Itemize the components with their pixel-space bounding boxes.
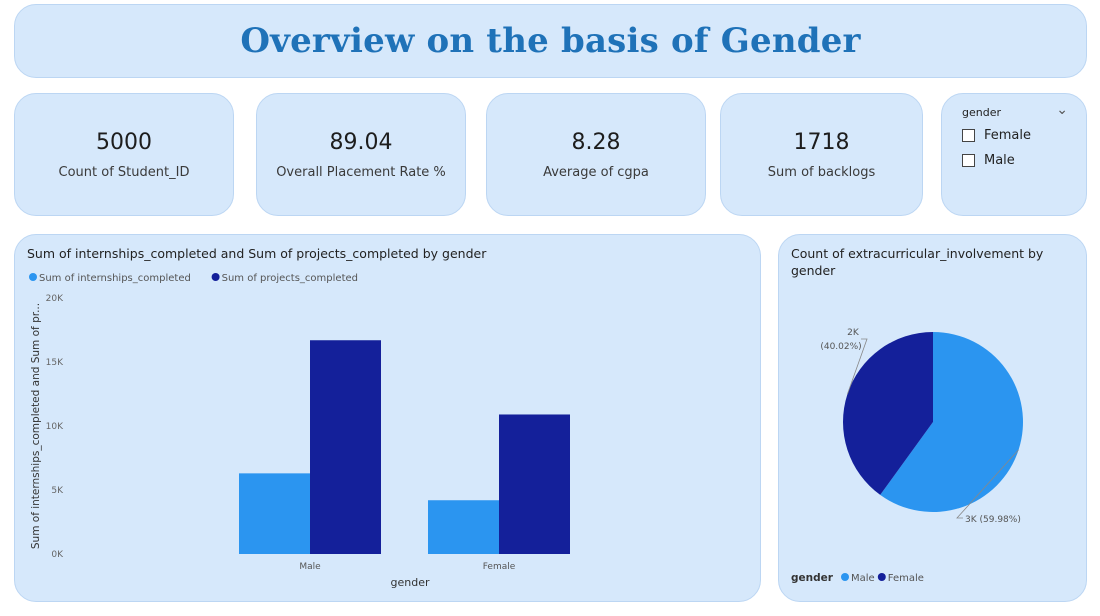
pie-title-line2: gender — [791, 263, 836, 278]
bar-male-1 — [310, 340, 381, 554]
slicer-title: gender — [962, 106, 1001, 119]
pie-title-line1: Count of extracurricular_involvement by — [791, 246, 1044, 261]
slicer-option-male[interactable]: Male — [962, 153, 1015, 168]
kpi-label: Sum of backlogs — [767, 164, 876, 180]
y-tick-label: 10K — [46, 422, 64, 432]
bar-chart-title: Sum of internships_completed and Sum of … — [27, 246, 487, 261]
pie-chart-title: Count of extracurricular_involvement by … — [791, 245, 1043, 279]
bar-chart-card[interactable]: Sum of internships_completed and Sum of … — [14, 234, 761, 602]
pie-legend-title: gender — [791, 572, 834, 584]
bar-chart: Sum of internships_completed Sum of proje… — [29, 273, 570, 589]
leader-line-female — [847, 338, 868, 395]
kpi-value: 89.04 — [329, 129, 393, 155]
y-tick-label: 5K — [51, 486, 64, 496]
bar-male-0 — [239, 473, 310, 554]
kpi-card-placement-rate[interactable]: 89.04 Overall Placement Rate % — [256, 93, 466, 216]
bar-female-0 — [428, 500, 499, 554]
kpi-value: 5000 — [96, 129, 152, 155]
slicer-option-label: Male — [984, 153, 1015, 168]
pie-legend-label-1: Female — [888, 573, 924, 584]
pie-legend-marker-0 — [841, 573, 849, 581]
slicer-option-female[interactable]: Female — [962, 128, 1031, 143]
legend-marker-0 — [29, 273, 37, 281]
x-axis-label: gender — [391, 576, 430, 589]
kpi-label: Average of cgpa — [543, 164, 649, 180]
y-tick-label: 20K — [46, 294, 64, 304]
kpi-label: Count of Student_ID — [58, 164, 190, 180]
kpi-card-student-count[interactable]: 5000 Count of Student_ID — [14, 93, 234, 216]
legend-label-1: Sum of projects_completed — [222, 273, 358, 284]
x-tick-label: Female — [483, 562, 516, 572]
checkbox-female[interactable] — [962, 129, 975, 142]
pie-legend-label-0: Male — [851, 573, 875, 584]
gender-slicer: gender ⌄ Female Male — [941, 93, 1087, 216]
pie-chart-card[interactable]: Count of extracurricular_involvement by … — [778, 234, 1087, 602]
legend-marker-1 — [211, 273, 220, 281]
title-card: Overview on the basis of Gender — [14, 4, 1087, 78]
chevron-down-icon[interactable]: ⌄ — [1056, 102, 1068, 118]
page-title: Overview on the basis of Gender — [240, 21, 861, 61]
kpi-card-backlogs[interactable]: 1718 Sum of backlogs — [720, 93, 923, 216]
x-tick-label: Male — [299, 562, 321, 572]
legend-label-0: Sum of internships_completed — [39, 273, 191, 284]
pie-chart: 3K (59.98%) 2K (40.02%) gender Male Female — [791, 328, 1023, 584]
slicer-option-label: Female — [984, 128, 1032, 143]
y-tick-label: 15K — [46, 358, 64, 368]
y-tick-label: 0K — [51, 550, 64, 560]
data-label-female-pct: (40.02%) — [820, 342, 861, 352]
kpi-card-average-cgpa[interactable]: 8.28 Average of cgpa — [486, 93, 706, 216]
pie-slice-female — [843, 332, 933, 495]
y-axis-label: Sum of internships_completed and Sum of … — [30, 303, 42, 549]
data-label-male: 3K (59.98%) — [965, 515, 1021, 525]
pie-legend-marker-1 — [877, 573, 886, 581]
kpi-label: Overall Placement Rate % — [276, 164, 446, 180]
leader-line-male — [956, 449, 1019, 519]
data-label-female-value: 2K — [847, 328, 860, 338]
bar-female-1 — [499, 414, 570, 554]
checkbox-male[interactable] — [962, 154, 975, 167]
kpi-value: 8.28 — [571, 129, 621, 155]
pie-slice-male — [880, 332, 1023, 512]
kpi-value: 1718 — [793, 129, 850, 155]
